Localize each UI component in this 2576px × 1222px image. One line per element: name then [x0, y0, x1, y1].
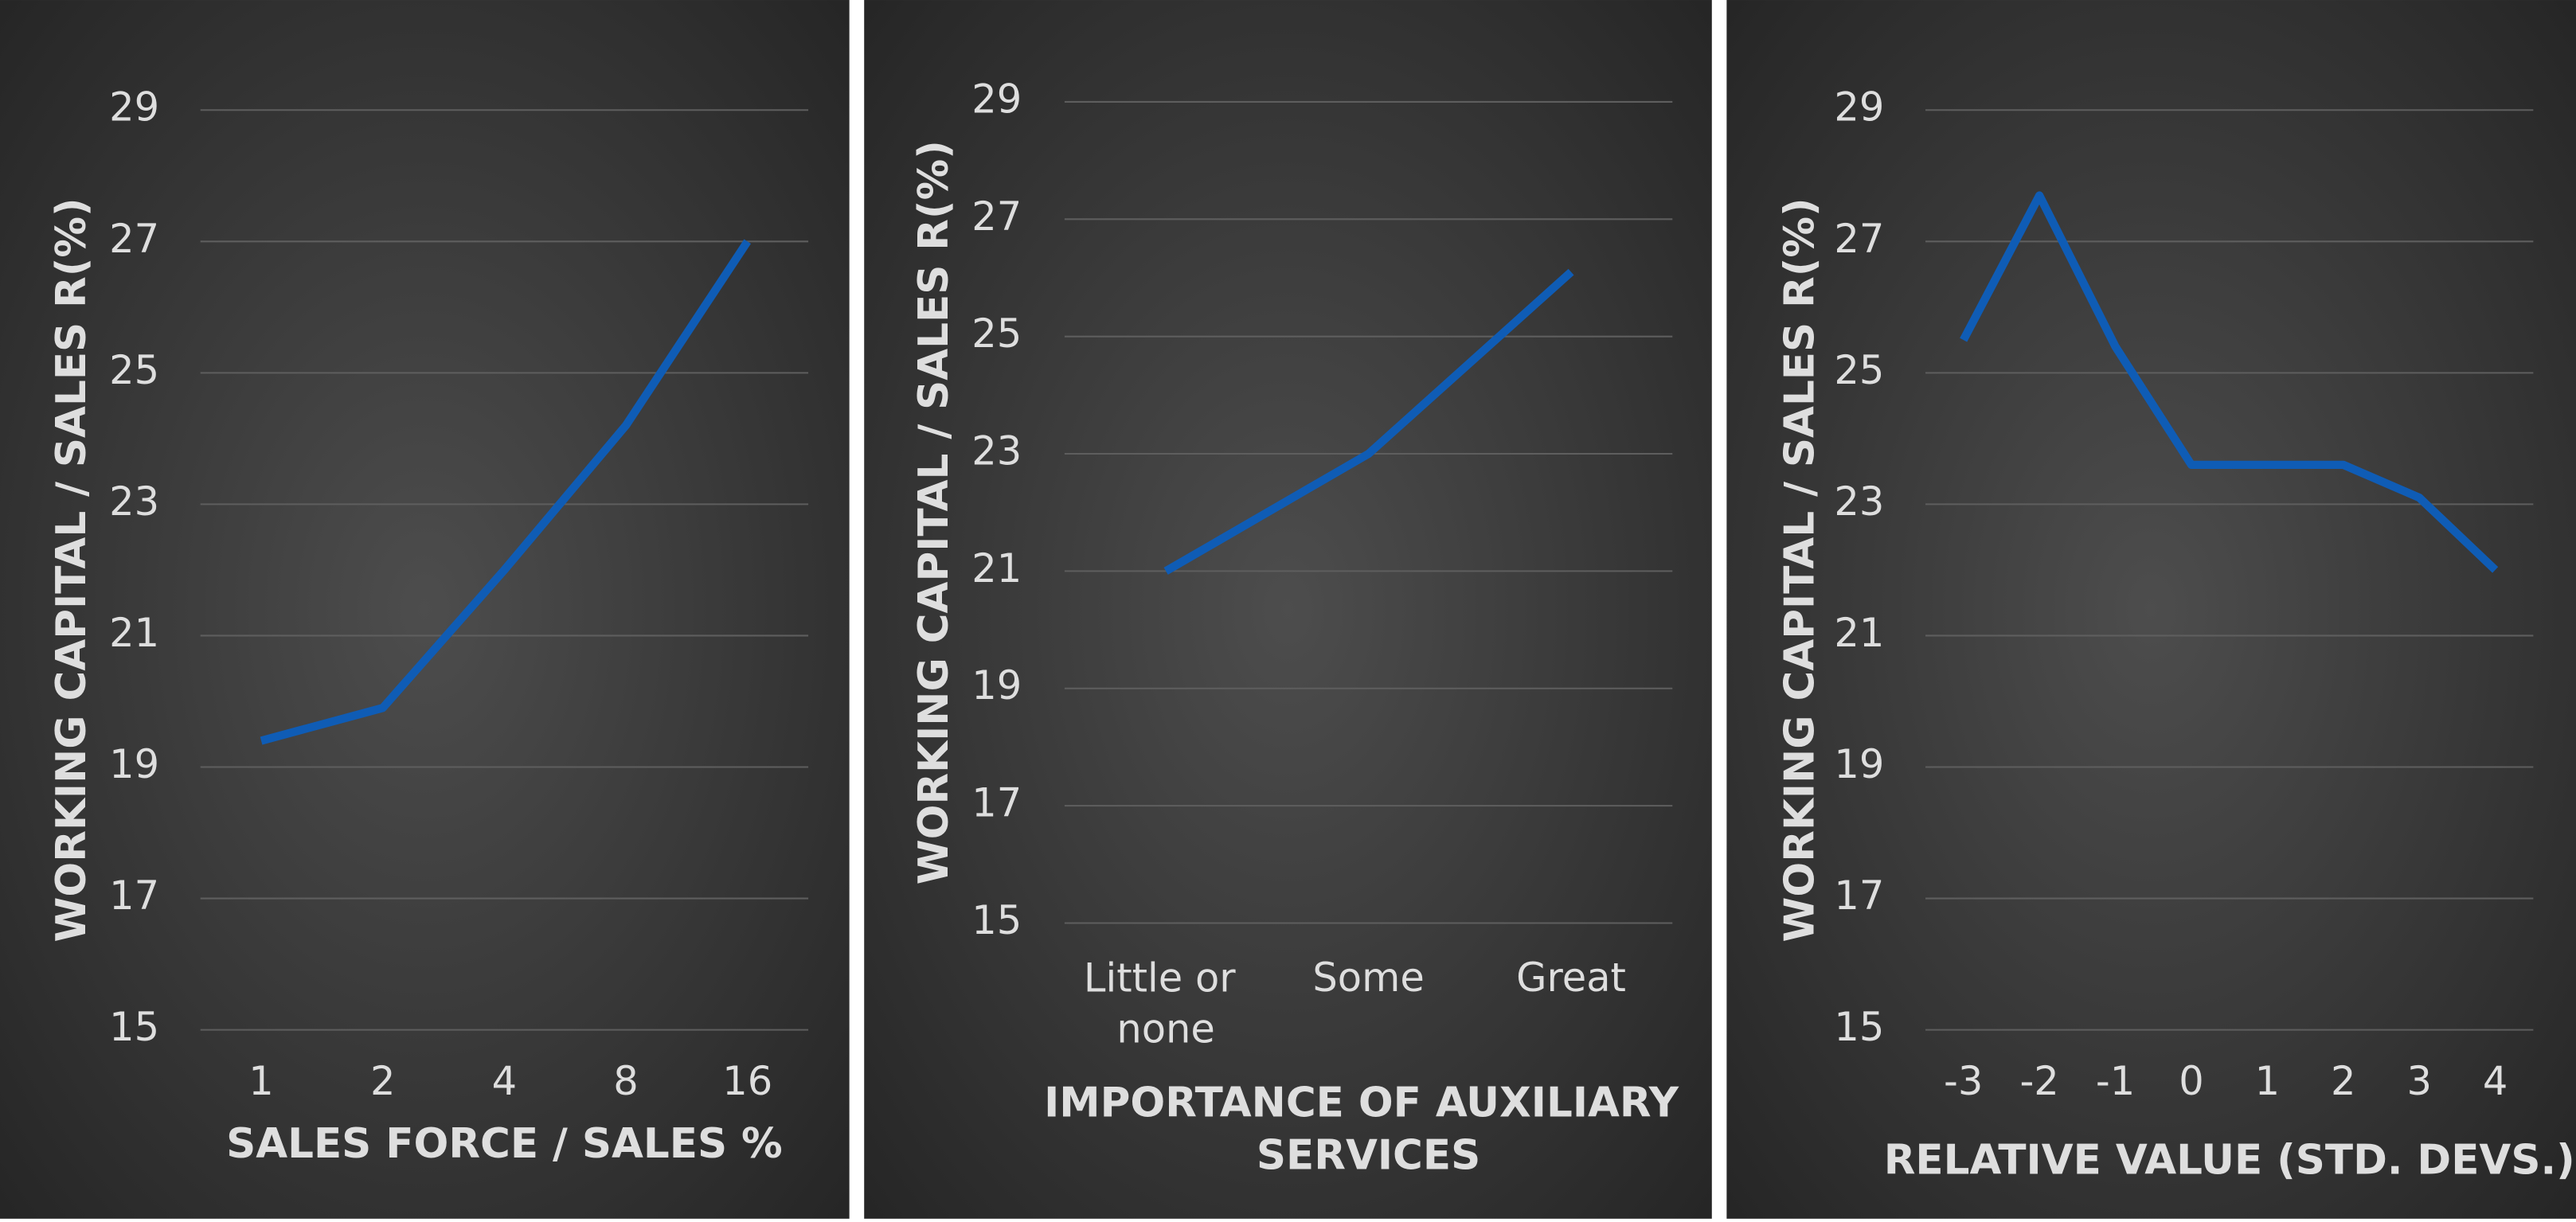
- y-tick-label: 19: [109, 741, 159, 787]
- x-tick-label: 16: [722, 1058, 772, 1104]
- y-tick-label: 21: [1834, 610, 1884, 656]
- text-line: Little or: [1084, 955, 1248, 1001]
- y-tick-label: 23: [109, 478, 159, 525]
- y-tick-label: 19: [971, 662, 1022, 709]
- y-axis-title: WORKING CAPITAL / SALES R(%): [48, 197, 96, 942]
- x-tick-label: -2: [2019, 1058, 2058, 1104]
- text-line: none: [1116, 1005, 1214, 1052]
- y-tick-label: 15: [971, 897, 1022, 943]
- x-tick-label: 2: [370, 1058, 396, 1104]
- x-tick-label: Some: [1312, 955, 1424, 1001]
- x-axis-title: SALES FORCE / SALES %: [226, 1120, 783, 1168]
- x-tick-label: -1: [2096, 1058, 2135, 1104]
- y-tick-label: 17: [971, 780, 1022, 826]
- x-axis-title: IMPORTANCE OF AUXILIARY SERVICES: [1044, 1079, 1693, 1180]
- panel: [0, 0, 850, 1219]
- data-line: [260, 239, 752, 745]
- text-line: SERVICES: [1257, 1132, 1480, 1180]
- y-tick-label: 29: [1834, 84, 1884, 131]
- x-tick-label: 1: [248, 1058, 274, 1104]
- x-tick-label: 4: [492, 1058, 518, 1104]
- x-axis-title: RELATIVE VALUE (STD. DEVS.): [1884, 1137, 2575, 1185]
- y-tick-label: 23: [971, 428, 1022, 474]
- text-line: IMPORTANCE OF AUXILIARY: [1044, 1079, 1693, 1127]
- y-tick-label: 25: [1834, 347, 1884, 393]
- y-tick-label: 25: [971, 310, 1022, 357]
- y-tick-label: 29: [109, 84, 159, 131]
- x-tick-label: 1: [2255, 1058, 2281, 1104]
- y-axis-title: WORKING CAPITAL / SALES R(%): [910, 140, 958, 884]
- x-tick-label: Little or none: [1084, 955, 1248, 1052]
- y-tick-label: 29: [971, 76, 1022, 122]
- panel: [864, 0, 1712, 1219]
- y-tick-label: 27: [1834, 216, 1884, 262]
- y-tick-label: 15: [109, 1004, 159, 1050]
- y-tick-label: 21: [971, 545, 1022, 591]
- data-line: [1960, 191, 2499, 573]
- x-tick-label: -3: [1944, 1058, 1983, 1104]
- y-axis-title: WORKING CAPITAL / SALES R(%): [1776, 197, 1824, 942]
- x-tick-label: 4: [2483, 1058, 2508, 1104]
- y-tick-label: 23: [1834, 478, 1884, 525]
- y-tick-label: 19: [1834, 741, 1884, 787]
- y-tick-label: 15: [1834, 1004, 1884, 1050]
- y-tick-label: 17: [1834, 873, 1884, 919]
- y-tick-label: 25: [109, 347, 159, 393]
- x-tick-label: Great: [1516, 955, 1626, 1001]
- x-tick-label: 3: [2406, 1058, 2432, 1104]
- panel: [1726, 0, 2576, 1219]
- x-tick-label: 8: [613, 1058, 639, 1104]
- y-tick-label: 17: [109, 873, 159, 919]
- data-line: [1163, 268, 1574, 575]
- x-tick-label: 0: [2179, 1058, 2204, 1104]
- y-tick-label: 21: [109, 610, 159, 656]
- x-tick-label: 2: [2331, 1058, 2356, 1104]
- y-tick-label: 27: [109, 216, 159, 262]
- y-tick-label: 27: [971, 193, 1022, 240]
